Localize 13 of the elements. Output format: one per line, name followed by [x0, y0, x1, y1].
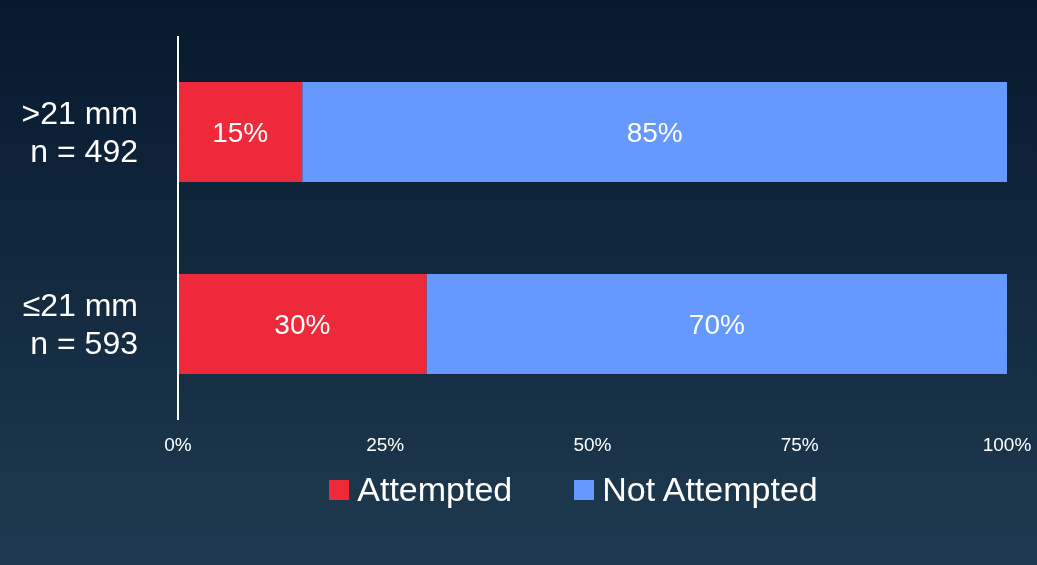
- x-tick-label: 50%: [573, 434, 612, 456]
- x-tick-label: 25%: [366, 434, 405, 456]
- y-tick-label: >21 mm n = 492: [21, 95, 138, 169]
- legend-label: Not Attempted: [602, 470, 818, 509]
- x-tick-label: 100%: [982, 434, 1032, 456]
- data-label: 15%: [212, 117, 269, 149]
- x-tick-label: 75%: [780, 434, 819, 456]
- data-label: 30%: [274, 309, 331, 341]
- data-label: 70%: [688, 309, 745, 341]
- x-tick-label: 0%: [164, 434, 192, 456]
- data-label: 85%: [626, 117, 683, 149]
- legend-label: Attempted: [357, 470, 513, 509]
- y-tick-label: ≤21 mm n = 593: [22, 287, 138, 361]
